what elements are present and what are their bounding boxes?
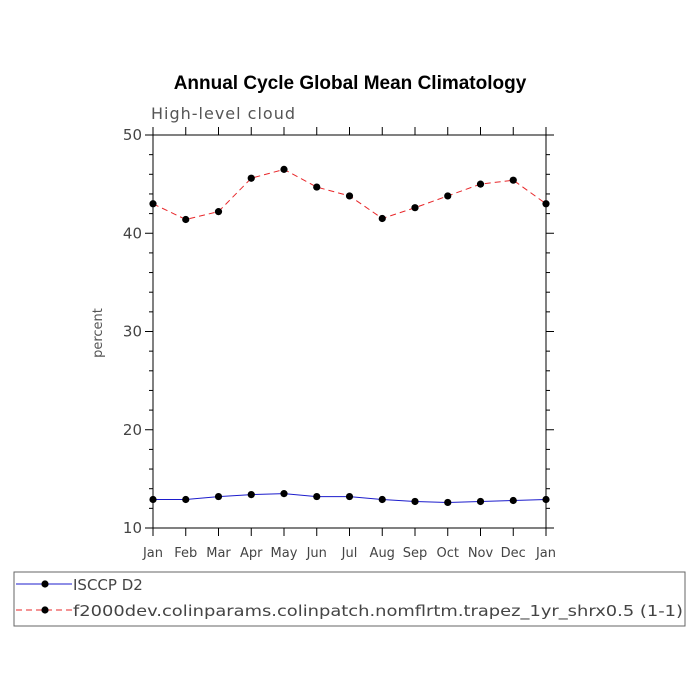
data-point-series-0 (280, 490, 288, 498)
data-point-series-0 (378, 495, 386, 504)
data-point-series-0 (345, 492, 354, 501)
legend-label-model: f2000dev.colinparams.colinpatch.nomflrtm… (73, 602, 683, 621)
data-point-series-0 (149, 495, 157, 504)
data-point-series-1 (542, 200, 550, 208)
data-point-series-0 (182, 495, 190, 504)
legend-label-isccp: ISCCP D2 (73, 576, 143, 594)
data-point-series-1 (509, 176, 517, 184)
data-point-series-0 (444, 498, 452, 507)
x-tick-label: Feb (174, 546, 197, 561)
data-point-series-0 (542, 495, 550, 504)
y-tick-label: 30 (123, 323, 142, 341)
legend: ISCCP D2 f2000dev.colinparams.colinpatch… (13, 571, 686, 627)
y-tick-label: 50 (123, 126, 142, 144)
chart-title: Annual Cycle Global Mean Climatology (174, 73, 527, 94)
data-point-series-0 (411, 497, 419, 506)
data-point-series-1 (444, 192, 452, 200)
data-point-series-1 (182, 215, 190, 224)
legend-marker-isccp (41, 580, 49, 588)
x-tick-label: Apr (240, 546, 263, 561)
data-point-series-1 (280, 165, 288, 173)
x-tick-label: Oct (437, 546, 459, 561)
data-point-series-1 (345, 192, 354, 200)
x-tick-label: Jan (535, 546, 556, 561)
chart-subtitle: High-level cloud (151, 104, 296, 123)
x-tick-label: May (271, 546, 298, 561)
data-point-series-0 (214, 492, 223, 501)
y-tick-label: 10 (123, 519, 142, 537)
x-tick-label: Jul (341, 546, 358, 561)
x-tick-label: Jun (306, 546, 327, 561)
y-tick-label: 20 (123, 421, 142, 439)
y-axis-label: percent (91, 308, 106, 358)
data-point-series-1 (378, 214, 386, 223)
legend-marker-model (41, 606, 49, 614)
data-point-series-1 (476, 180, 485, 188)
data-point-series-0 (247, 490, 255, 499)
plot-area: 10 20 30 40 50 Jan Feb Mar Apr May Jun Jul Aug Sep Oct… (123, 126, 556, 561)
data-point-series-1 (149, 200, 157, 208)
data-point-series-0 (313, 492, 321, 501)
x-tick-label: Jan (142, 546, 163, 561)
x-tick-label: Mar (206, 546, 231, 561)
x-tick-label: Dec (501, 546, 526, 561)
x-tick-label: Sep (403, 546, 428, 561)
y-tick-label: 40 (123, 224, 142, 242)
legend-box (13, 571, 686, 627)
data-point-series-1 (247, 174, 255, 182)
data-point-series-0 (509, 496, 517, 505)
data-point-series-1 (313, 183, 321, 191)
x-tick-label: Nov (468, 546, 494, 561)
data-point-series-0 (476, 497, 485, 506)
data-point-series-1 (214, 208, 223, 216)
data-point-series-1 (411, 204, 419, 212)
x-tick-label: Aug (370, 546, 395, 561)
